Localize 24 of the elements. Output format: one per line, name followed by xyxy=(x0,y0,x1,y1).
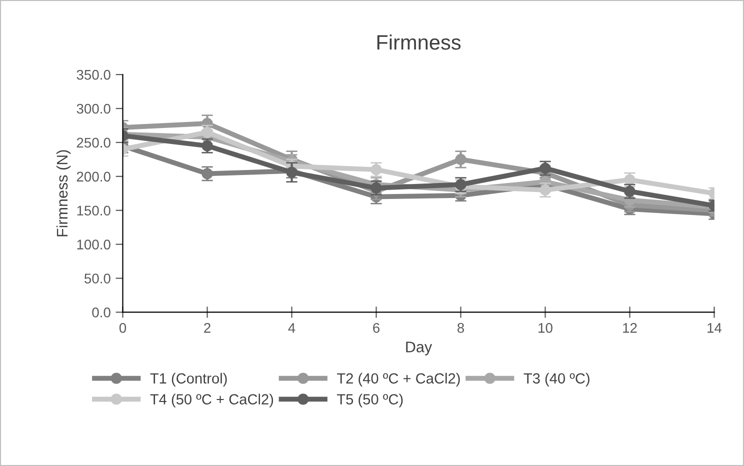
legend-label: T1 (Control) xyxy=(150,372,227,386)
y-tick-label: 0.0 xyxy=(92,308,110,318)
y-tick-label: 250.0 xyxy=(76,138,110,148)
y-tick-label: 350.0 xyxy=(76,70,110,80)
y-axis-title: Firmness (N) xyxy=(56,150,71,236)
x-tick-label: 6 xyxy=(373,323,380,333)
y-tick-label: 50.0 xyxy=(84,274,110,284)
y-tick-label: 100.0 xyxy=(77,240,110,250)
legend-label: T3 (40 ºC) xyxy=(524,372,590,386)
y-tick-label: 300.0 xyxy=(76,104,110,114)
legend-label: T2 (40 ºC + CaCl2) xyxy=(336,372,460,386)
x-tick-label: 2 xyxy=(204,323,210,333)
legend-label: T5 (50 ºC) xyxy=(336,394,403,408)
legend-label: T4 (50 ºC + CaCl2) xyxy=(150,394,274,408)
x-tick-label: 4 xyxy=(288,323,296,333)
x-tick-label: 10 xyxy=(538,323,552,333)
x-axis-title: Day xyxy=(406,342,432,356)
x-tick-label: 14 xyxy=(708,323,722,333)
y-tick-label: 200.0 xyxy=(76,172,110,182)
x-tick-label: 12 xyxy=(623,323,637,333)
x-tick-label: 0 xyxy=(119,323,126,333)
chart-title: Firmness xyxy=(377,34,461,50)
x-tick-label: 8 xyxy=(457,323,464,333)
y-tick-label: 150.0 xyxy=(77,206,110,216)
